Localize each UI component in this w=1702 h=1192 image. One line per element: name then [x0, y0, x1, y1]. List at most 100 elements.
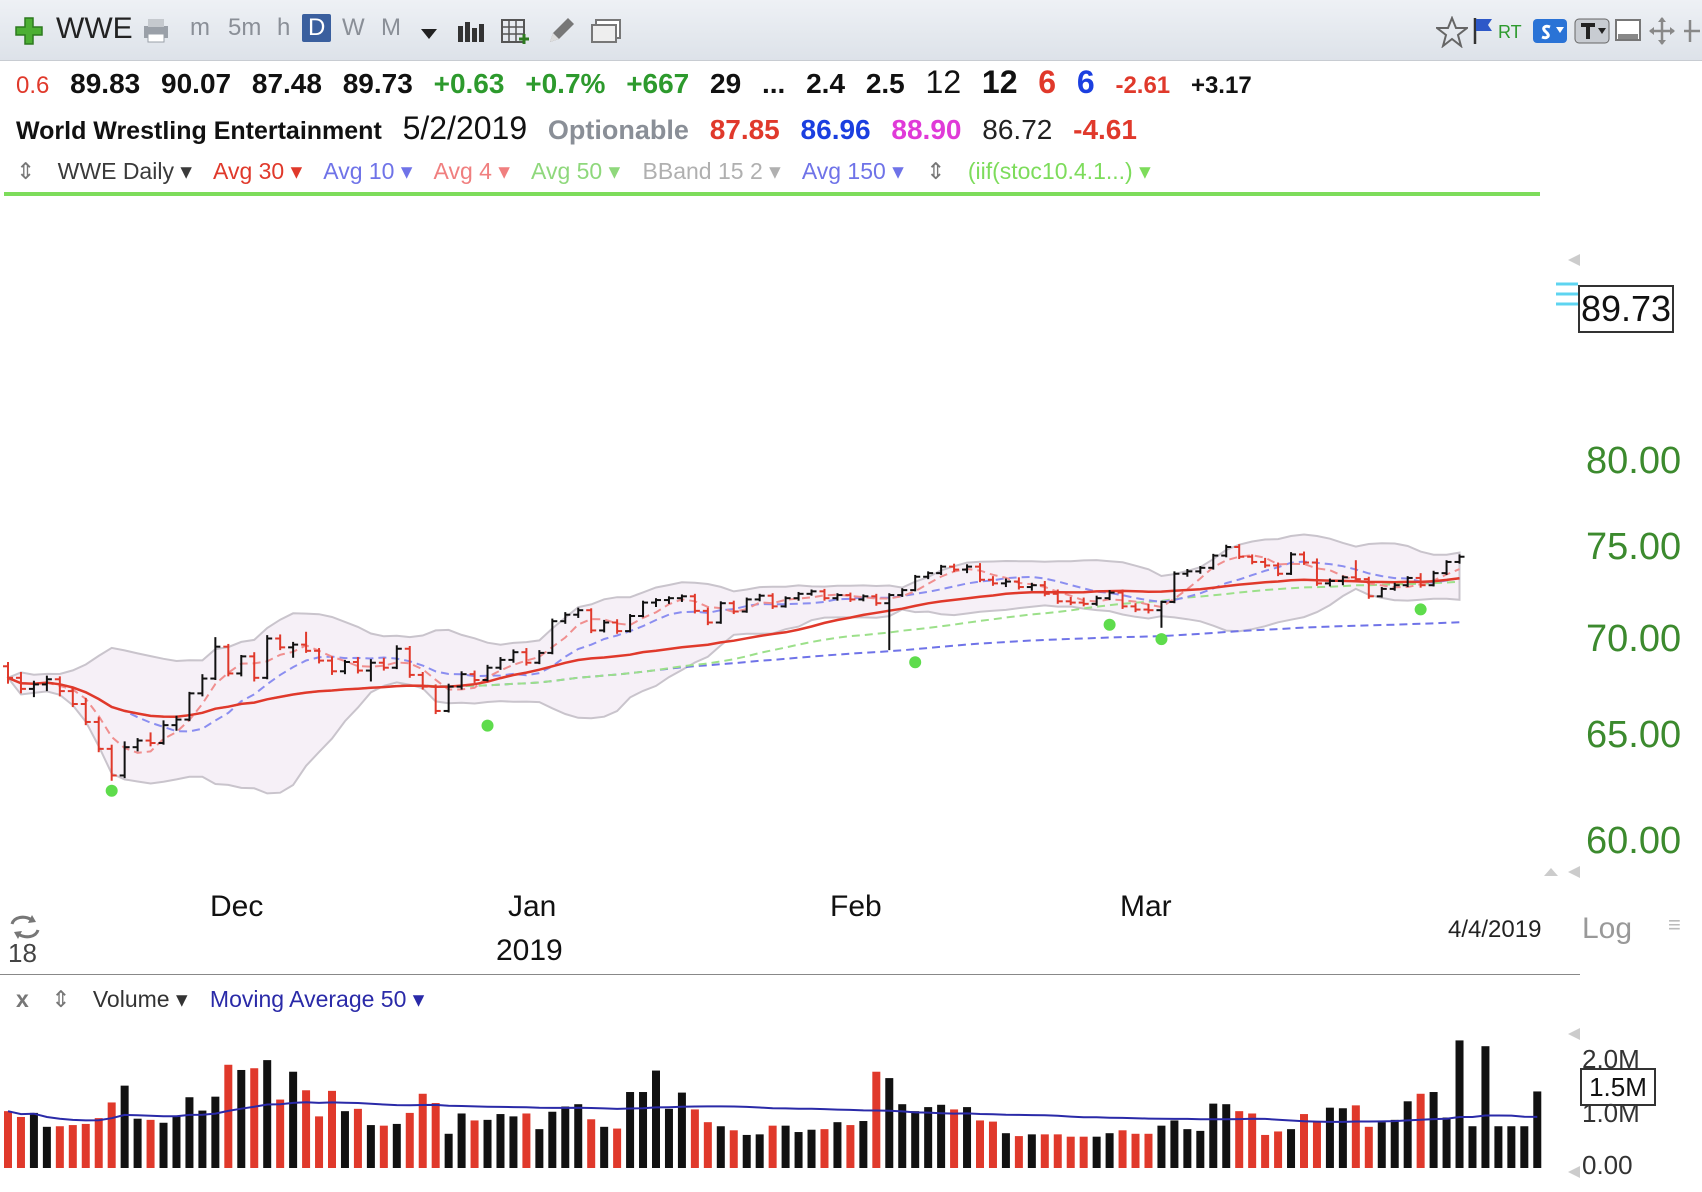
- flag-icon[interactable]: [1472, 16, 1496, 46]
- vol-scroll-up-icon[interactable]: [1566, 1026, 1582, 1042]
- drag-handle-icon-3[interactable]: ⇕: [51, 986, 71, 1012]
- ohlc-bar: [793, 591, 804, 601]
- ohlc-bar: [1156, 600, 1167, 628]
- x-label-jan: Jan: [508, 890, 557, 923]
- more-icon[interactable]: [1682, 18, 1702, 44]
- move-icon[interactable]: [1648, 16, 1676, 46]
- ohlc-bar: [923, 571, 934, 580]
- minimize-window-icon[interactable]: [1614, 18, 1644, 44]
- log-scale-toggle[interactable]: Log: [1582, 912, 1633, 945]
- last-price-marker-icon: [1556, 282, 1578, 306]
- ohlc-bar: [521, 648, 532, 666]
- value-2: 86.96: [800, 114, 871, 145]
- interval-button-monthly[interactable]: M: [381, 14, 401, 41]
- volume-bar: [29, 1112, 38, 1168]
- window-icon[interactable]: [590, 18, 622, 44]
- study-avg10[interactable]: Avg 10 ▾: [323, 158, 413, 184]
- study-bband[interactable]: BBand 15 2 ▾: [642, 158, 781, 184]
- ohlc-bar: [28, 680, 39, 698]
- volume-bar: [392, 1123, 401, 1168]
- close-pane-button[interactable]: x: [16, 986, 29, 1012]
- ohlc-bar: [184, 691, 195, 722]
- insert-study-icon[interactable]: [500, 18, 532, 46]
- y-label-75: 75.00: [1586, 526, 1682, 568]
- volume-bar: [703, 1122, 712, 1168]
- volume-bar: [250, 1068, 259, 1168]
- volume-bar: [846, 1125, 855, 1168]
- interval-button-weekly[interactable]: W: [342, 14, 365, 41]
- axis-menu-icon[interactable]: ≡: [1668, 912, 1681, 937]
- volume-bar: [55, 1126, 64, 1168]
- field-3: 2.5: [865, 68, 905, 99]
- pane-separator[interactable]: [0, 974, 1580, 975]
- study-avg50[interactable]: Avg 50 ▾: [531, 158, 621, 184]
- symbol-label[interactable]: WWE: [56, 12, 133, 45]
- study-avg150[interactable]: Avg 150 ▾: [801, 158, 904, 184]
- volume-bar: [1105, 1133, 1114, 1168]
- ohlc-bar: [1013, 577, 1024, 590]
- volume-bar: [1118, 1130, 1127, 1168]
- study-volume-ma[interactable]: Moving Average 50 ▾: [209, 986, 425, 1012]
- x-label-feb: Feb: [830, 890, 882, 923]
- volume-bar: [1507, 1126, 1516, 1168]
- chart-type-icon[interactable]: [456, 18, 486, 44]
- draw-pencil-icon[interactable]: [546, 16, 576, 46]
- ohlc-bar: [767, 593, 778, 609]
- vol-scroll-down-icon[interactable]: [1566, 1164, 1582, 1180]
- study-avg4[interactable]: Avg 4 ▾: [433, 158, 510, 184]
- volume-bar: [1131, 1133, 1140, 1168]
- volume-bar: [820, 1129, 829, 1168]
- field-1: 29: [710, 68, 742, 99]
- volume-bar: [587, 1119, 596, 1168]
- volume-bar: [237, 1069, 246, 1168]
- refresh-icon[interactable]: [8, 912, 42, 942]
- volume-bar: [276, 1099, 285, 1168]
- interval-button-hour[interactable]: h: [277, 14, 291, 41]
- price-chart[interactable]: [0, 196, 1560, 896]
- volume-chart[interactable]: [0, 1000, 1560, 1192]
- favorite-star-icon[interactable]: [1436, 16, 1468, 48]
- ohlc-bar: [780, 596, 791, 608]
- realtime-label[interactable]: RT: [1498, 22, 1522, 42]
- scanner-icon[interactable]: [1532, 18, 1568, 44]
- interval-dropdown-icon[interactable]: [420, 28, 438, 40]
- ohlc-bar: [689, 593, 700, 614]
- interval-button-daily[interactable]: D: [302, 14, 332, 42]
- scroll-down-icon[interactable]: [1542, 864, 1582, 880]
- ohlc-bar: [1104, 590, 1115, 601]
- field-2: 2.4: [806, 68, 846, 99]
- volume-bar: [898, 1104, 907, 1168]
- volume-bar: [664, 1108, 673, 1168]
- volume-bar: [120, 1085, 129, 1168]
- x-label-dec: Dec: [210, 890, 264, 923]
- interval-button-5min[interactable]: 5m: [228, 14, 262, 41]
- ohlc-bar: [391, 645, 402, 670]
- ohlc-bar: [1143, 603, 1154, 614]
- quote-line-1: 0.6 89.83 90.07 87.48 89.73 +0.63 +0.7% …: [16, 64, 1265, 101]
- study-avg4-label: Avg 4: [433, 158, 492, 184]
- add-symbol-icon[interactable]: [14, 16, 44, 46]
- drag-handle-icon[interactable]: ⇕: [16, 158, 36, 184]
- study-avg30[interactable]: Avg 30 ▾: [213, 158, 303, 184]
- vol-current-label: 1.5M: [1580, 1068, 1656, 1106]
- trade-icon[interactable]: [1574, 18, 1610, 44]
- high-price: 90.07: [161, 68, 232, 99]
- interval-button-minute[interactable]: m: [190, 14, 210, 41]
- drag-handle-icon-2[interactable]: ⇕: [926, 158, 946, 184]
- study-daily[interactable]: WWE Daily ▾: [57, 158, 192, 184]
- study-volume-label: Volume: [92, 986, 170, 1012]
- volume-bar: [522, 1113, 531, 1168]
- study-custom[interactable]: (iif(stoc10.4.1...) ▾: [967, 158, 1151, 184]
- study-volume[interactable]: Volume ▾: [92, 986, 188, 1012]
- volume-bar: [1533, 1091, 1542, 1168]
- volume-bar: [315, 1116, 324, 1168]
- ohlc-bar: [1247, 554, 1258, 565]
- volume-bar: [16, 1116, 25, 1168]
- volume-bar: [1170, 1120, 1179, 1168]
- ohlc-bar: [586, 608, 597, 634]
- scroll-up-icon[interactable]: [1566, 252, 1582, 268]
- ohlc-bar: [754, 593, 765, 602]
- print-icon[interactable]: [140, 16, 172, 44]
- volume-bar: [1455, 1040, 1464, 1168]
- volume-bar: [768, 1125, 777, 1168]
